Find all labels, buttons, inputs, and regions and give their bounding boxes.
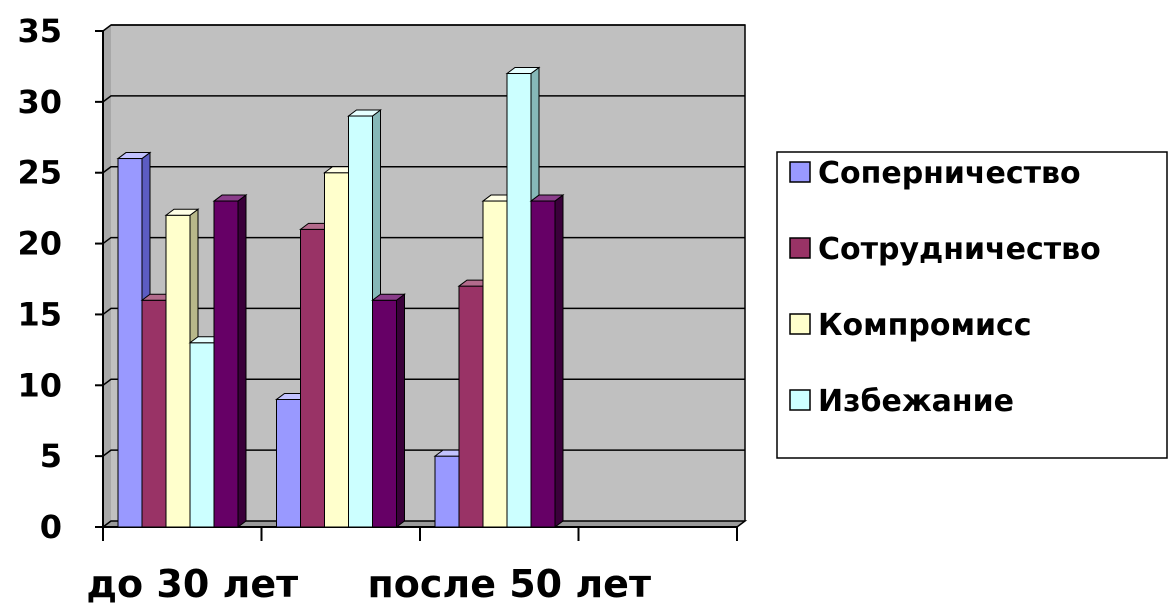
legend-entry-label: Избежание — [818, 384, 1014, 419]
bar-front — [300, 228, 325, 528]
bar-front — [348, 115, 373, 528]
back-wall — [103, 25, 745, 527]
bar-side — [237, 194, 247, 528]
gridline — [102, 24, 745, 32]
bar-top — [116, 152, 152, 160]
y-axis-tick-labels: 0 5 10 15 20 25 30 35 — [17, 12, 62, 546]
bars — [116, 66, 565, 528]
y-tick-label: 10 — [17, 366, 62, 404]
chart-wall — [100, 24, 748, 528]
bar-front — [434, 455, 460, 528]
bar-side — [554, 194, 564, 528]
y-tick-label: 0 — [40, 508, 62, 546]
x-category-label: после 50 лет — [368, 562, 651, 606]
bar-front — [117, 158, 143, 528]
side-wall — [103, 25, 111, 527]
bar — [212, 194, 248, 528]
legend-swatch — [789, 389, 811, 411]
bar-front — [372, 299, 397, 528]
bar-front — [141, 299, 167, 528]
legend-swatch — [789, 237, 811, 259]
bar-front — [189, 342, 215, 528]
bar-front — [506, 73, 532, 528]
x-axis-category-labels: до 30 лет после 50 лет — [86, 562, 651, 606]
bar-top — [212, 194, 248, 202]
bar — [529, 194, 565, 528]
y-tick-label: 20 — [17, 225, 62, 263]
bar-top — [347, 109, 382, 117]
bar-front — [530, 200, 556, 528]
legend-entry-label: Сотрудничество — [818, 232, 1101, 267]
legend-entry-label: Соперничество — [818, 156, 1081, 191]
y-tick-label: 30 — [17, 83, 62, 121]
bar-top — [505, 67, 541, 75]
y-tick-label: 5 — [40, 437, 62, 475]
bar-front — [213, 200, 239, 528]
x-category-label: до 30 лет — [86, 562, 298, 606]
bar-top — [371, 293, 406, 301]
legend: Соперничество Сотрудничество Компромисс Изб… — [776, 151, 1168, 459]
bar-front — [482, 200, 508, 528]
bar-top — [164, 208, 200, 216]
bar-top — [529, 194, 565, 202]
y-tick-label: 15 — [17, 295, 62, 333]
legend-box — [776, 151, 1168, 459]
bar-side — [396, 293, 405, 528]
bar-front — [324, 172, 349, 528]
bar-front — [458, 285, 484, 528]
legend-entry-label: Компромисс — [818, 308, 1032, 343]
y-tick-label: 25 — [17, 154, 62, 192]
bar-front — [165, 214, 191, 528]
bar — [371, 293, 406, 528]
y-tick-label: 35 — [17, 12, 62, 50]
legend-swatch — [789, 313, 811, 335]
bar-front — [276, 398, 301, 528]
legend-swatch — [789, 161, 811, 183]
